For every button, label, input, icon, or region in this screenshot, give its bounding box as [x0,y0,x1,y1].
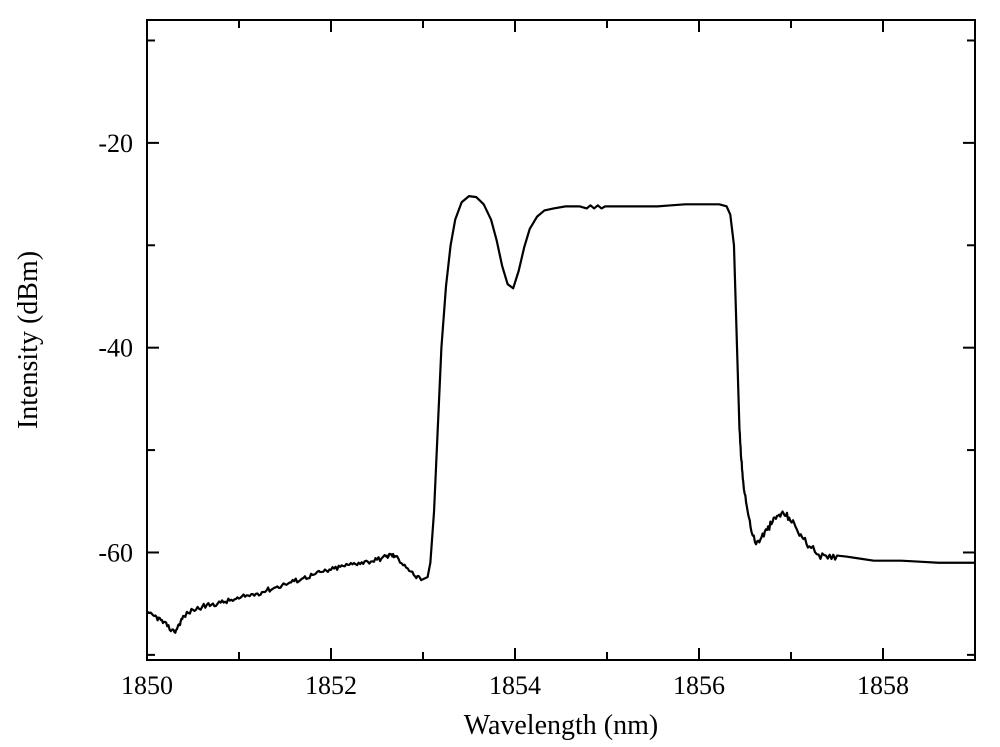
y-axis-label: Intensity (dBm) [13,251,44,429]
x-tick-label: 1850 [121,671,173,700]
x-tick-label: 1852 [305,671,357,700]
spectrum-chart: 1850 1852 1854 1856 1858 -60 -40 -20 Wavelength … [0,0,1000,747]
x-axis-label: Wavelength (nm) [464,710,658,741]
y-tick-label: -40 [98,334,133,363]
x-tick-label: 1858 [857,671,909,700]
chart-bg [0,0,1000,747]
y-tick-label: -60 [98,538,133,567]
x-tick-label: 1856 [673,671,725,700]
x-tick-label: 1854 [489,671,541,700]
chart-svg: 1850 1852 1854 1856 1858 -60 -40 -20 Wavelength … [0,0,1000,747]
y-tick-label: -20 [98,129,133,158]
